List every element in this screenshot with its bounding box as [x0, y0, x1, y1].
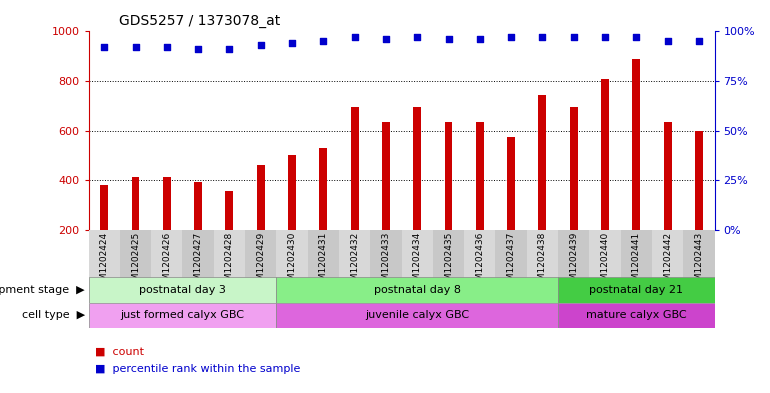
- Bar: [320, 148, 327, 230]
- Bar: [601, 79, 609, 230]
- Bar: [151, 230, 182, 303]
- Text: ■  percentile rank within the sample: ■ percentile rank within the sample: [95, 364, 300, 375]
- Bar: [89, 277, 276, 303]
- Text: development stage  ▶: development stage ▶: [0, 285, 85, 295]
- Bar: [495, 230, 527, 303]
- Bar: [621, 230, 652, 303]
- Point: [661, 38, 674, 44]
- Bar: [226, 191, 233, 230]
- Text: GSM1202424: GSM1202424: [99, 232, 109, 292]
- Bar: [683, 230, 715, 303]
- Bar: [100, 185, 108, 230]
- Text: juvenile calyx GBC: juvenile calyx GBC: [365, 310, 469, 320]
- Bar: [89, 303, 276, 328]
- Bar: [288, 156, 296, 230]
- Bar: [433, 230, 464, 303]
- Bar: [182, 230, 214, 303]
- Text: GSM1202441: GSM1202441: [632, 232, 641, 292]
- Text: postnatal day 21: postnatal day 21: [589, 285, 683, 295]
- Text: GSM1202437: GSM1202437: [507, 232, 516, 292]
- Text: GSM1202429: GSM1202429: [256, 232, 265, 292]
- Bar: [558, 303, 715, 328]
- Bar: [558, 277, 715, 303]
- Text: postnatal day 8: postnatal day 8: [373, 285, 460, 295]
- Text: ■  count: ■ count: [95, 347, 144, 357]
- Bar: [370, 230, 402, 303]
- Point: [380, 36, 392, 42]
- Text: GSM1202436: GSM1202436: [475, 232, 484, 292]
- Text: GSM1202435: GSM1202435: [444, 232, 453, 292]
- Text: GDS5257 / 1373078_at: GDS5257 / 1373078_at: [119, 13, 280, 28]
- Bar: [308, 230, 339, 303]
- Bar: [214, 230, 245, 303]
- Bar: [476, 122, 484, 230]
- Text: GSM1202432: GSM1202432: [350, 232, 359, 292]
- Bar: [245, 230, 276, 303]
- Bar: [558, 230, 589, 303]
- Point: [317, 38, 330, 44]
- Point: [192, 46, 204, 52]
- Text: GSM1202440: GSM1202440: [601, 232, 610, 292]
- Point: [474, 36, 486, 42]
- Text: GSM1202438: GSM1202438: [538, 232, 547, 292]
- Point: [442, 36, 454, 42]
- Bar: [350, 107, 359, 230]
- Text: GSM1202433: GSM1202433: [381, 232, 390, 292]
- Text: GSM1202434: GSM1202434: [413, 232, 422, 292]
- Bar: [664, 122, 671, 230]
- Bar: [632, 59, 640, 230]
- Text: mature calyx GBC: mature calyx GBC: [586, 310, 687, 320]
- Point: [255, 42, 267, 48]
- Point: [349, 34, 361, 40]
- Text: GSM1202430: GSM1202430: [287, 232, 296, 292]
- Text: GSM1202425: GSM1202425: [131, 232, 140, 292]
- Bar: [276, 277, 558, 303]
- Text: GSM1202442: GSM1202442: [663, 232, 672, 292]
- Bar: [256, 165, 265, 230]
- Point: [693, 38, 705, 44]
- Point: [599, 34, 611, 40]
- Bar: [163, 176, 171, 230]
- Point: [536, 34, 548, 40]
- Point: [411, 34, 424, 40]
- Bar: [507, 137, 515, 230]
- Point: [223, 46, 236, 52]
- Point: [161, 44, 173, 50]
- Bar: [89, 230, 120, 303]
- Point: [567, 34, 580, 40]
- Bar: [464, 230, 495, 303]
- Text: GSM1202428: GSM1202428: [225, 232, 234, 292]
- Text: GSM1202431: GSM1202431: [319, 232, 328, 292]
- Bar: [589, 230, 621, 303]
- Bar: [276, 230, 308, 303]
- Bar: [402, 230, 433, 303]
- Point: [129, 44, 142, 50]
- Bar: [652, 230, 683, 303]
- Text: GSM1202427: GSM1202427: [193, 232, 203, 292]
- Bar: [570, 107, 578, 230]
- Text: GSM1202443: GSM1202443: [695, 232, 704, 292]
- Bar: [276, 303, 558, 328]
- Text: GSM1202426: GSM1202426: [162, 232, 171, 292]
- Point: [505, 34, 517, 40]
- Bar: [194, 182, 202, 230]
- Point: [286, 40, 298, 46]
- Bar: [382, 122, 390, 230]
- Bar: [132, 176, 139, 230]
- Bar: [695, 130, 703, 230]
- Text: GSM1202439: GSM1202439: [569, 232, 578, 292]
- Bar: [413, 107, 421, 230]
- Bar: [444, 122, 453, 230]
- Bar: [120, 230, 151, 303]
- Text: postnatal day 3: postnatal day 3: [139, 285, 226, 295]
- Point: [98, 44, 110, 50]
- Text: just formed calyx GBC: just formed calyx GBC: [120, 310, 244, 320]
- Bar: [527, 230, 558, 303]
- Bar: [339, 230, 370, 303]
- Point: [630, 34, 642, 40]
- Text: cell type  ▶: cell type ▶: [22, 310, 85, 320]
- Bar: [538, 95, 547, 230]
